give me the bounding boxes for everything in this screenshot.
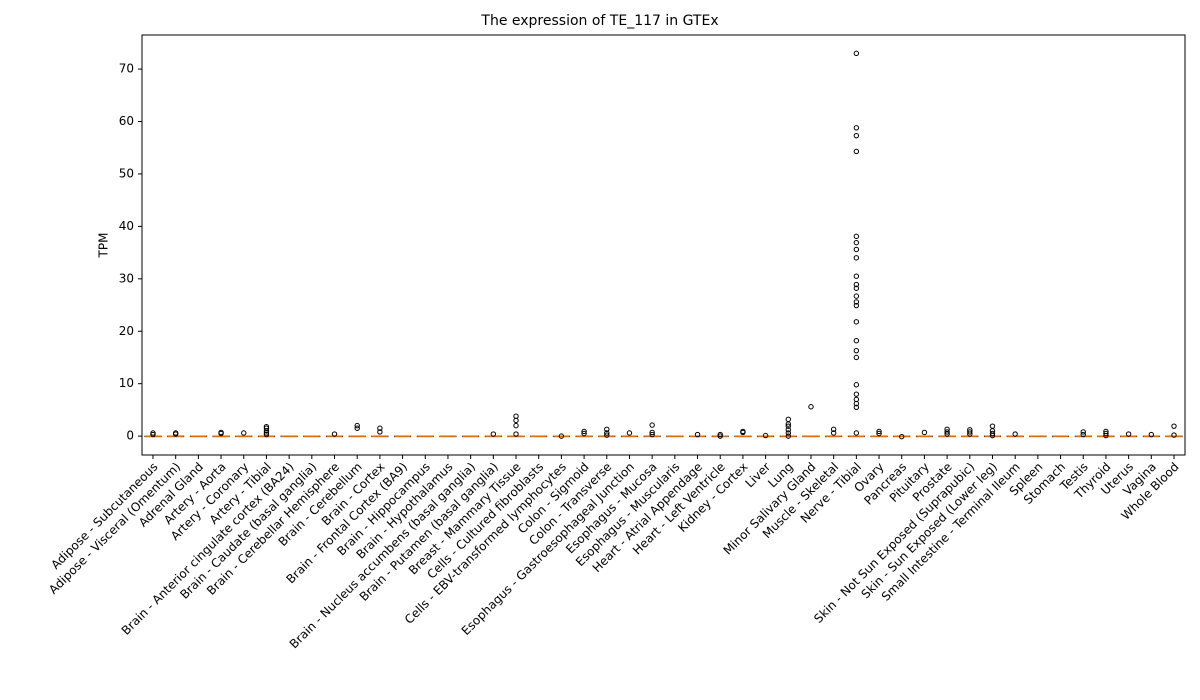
x-tick-label: Liver xyxy=(742,460,773,491)
outlier xyxy=(218,429,224,436)
outlier xyxy=(649,429,655,436)
outlier xyxy=(1080,429,1086,435)
outlier xyxy=(241,430,247,436)
outlier xyxy=(172,430,179,436)
outlier xyxy=(263,425,270,431)
outlier xyxy=(717,431,723,438)
outlier xyxy=(853,391,860,397)
outlier xyxy=(853,319,860,325)
chart-title: The expression of TE_117 in GTEx xyxy=(480,13,718,29)
outlier xyxy=(853,404,860,410)
outlier xyxy=(1148,431,1155,438)
outlier xyxy=(740,428,746,435)
outlier xyxy=(967,429,973,435)
outlier xyxy=(513,422,519,429)
outlier xyxy=(899,433,905,440)
outlier xyxy=(331,431,338,437)
outlier xyxy=(785,427,791,433)
outlier xyxy=(853,302,860,309)
outlier xyxy=(853,354,860,361)
outlier xyxy=(853,293,860,299)
outlier xyxy=(989,423,996,429)
outlier xyxy=(853,299,860,305)
outlier xyxy=(490,431,497,437)
outlier xyxy=(944,426,950,433)
outlier xyxy=(876,430,882,437)
outlier xyxy=(785,433,791,439)
outlier xyxy=(830,426,837,433)
outlier xyxy=(581,430,587,437)
outlier xyxy=(1171,423,1177,429)
outlier xyxy=(853,281,860,288)
y-tick-label: 10 xyxy=(119,376,134,390)
outlier xyxy=(853,239,860,246)
outlier xyxy=(830,430,837,436)
outlier xyxy=(921,429,928,436)
outlier xyxy=(694,431,701,438)
outlier xyxy=(853,255,860,261)
outlier xyxy=(785,416,791,423)
outlier xyxy=(989,430,996,437)
outlier xyxy=(513,413,519,419)
outlier xyxy=(377,429,383,435)
y-tick-label: 20 xyxy=(119,324,134,338)
outlier xyxy=(649,431,655,438)
outlier xyxy=(1171,432,1177,438)
outlier xyxy=(1103,430,1109,437)
outlier xyxy=(853,382,860,388)
outlier xyxy=(604,430,610,436)
outlier xyxy=(853,430,860,436)
outlier xyxy=(853,233,860,240)
outlier xyxy=(150,430,156,436)
outlier xyxy=(558,433,565,439)
outlier xyxy=(808,404,814,410)
outlier xyxy=(876,428,882,435)
y-tick-label: 0 xyxy=(126,429,134,443)
outlier xyxy=(513,431,519,437)
outlier xyxy=(967,427,973,433)
outlier xyxy=(785,423,791,429)
outlier xyxy=(354,422,360,429)
outlier xyxy=(853,148,860,155)
y-tick-label: 40 xyxy=(119,219,134,233)
outlier xyxy=(853,396,860,403)
outlier xyxy=(853,246,860,253)
outlier xyxy=(1012,431,1018,437)
outlier xyxy=(853,337,860,344)
outlier xyxy=(762,432,769,439)
outlier xyxy=(853,50,860,57)
y-tick-label: 50 xyxy=(119,166,134,180)
y-tick-label: 60 xyxy=(119,114,134,128)
outlier xyxy=(604,426,610,433)
outlier xyxy=(853,347,860,354)
y-axis-label: TPM xyxy=(97,233,111,259)
outlier xyxy=(853,125,860,131)
outlier xyxy=(853,285,860,291)
outlier xyxy=(377,425,383,431)
outlier xyxy=(853,132,860,139)
outlier xyxy=(354,425,360,431)
outlier xyxy=(944,429,950,435)
y-tick-label: 70 xyxy=(119,62,134,76)
outlier xyxy=(626,430,633,436)
outlier xyxy=(785,430,791,436)
outlier xyxy=(1080,431,1086,438)
outlier xyxy=(581,428,587,435)
x-tick-label: Adipose - Visceral (Omentum) xyxy=(46,460,183,597)
outlier xyxy=(853,273,860,279)
outlier xyxy=(717,433,723,439)
outlier xyxy=(263,423,270,430)
outlier xyxy=(649,422,655,428)
outlier xyxy=(1125,431,1132,437)
outlier xyxy=(150,431,156,438)
y-tick-label: 30 xyxy=(119,271,134,285)
outlier xyxy=(1103,428,1109,435)
outlier xyxy=(604,432,610,438)
outlier xyxy=(263,431,270,438)
plot-frame xyxy=(141,34,1186,456)
